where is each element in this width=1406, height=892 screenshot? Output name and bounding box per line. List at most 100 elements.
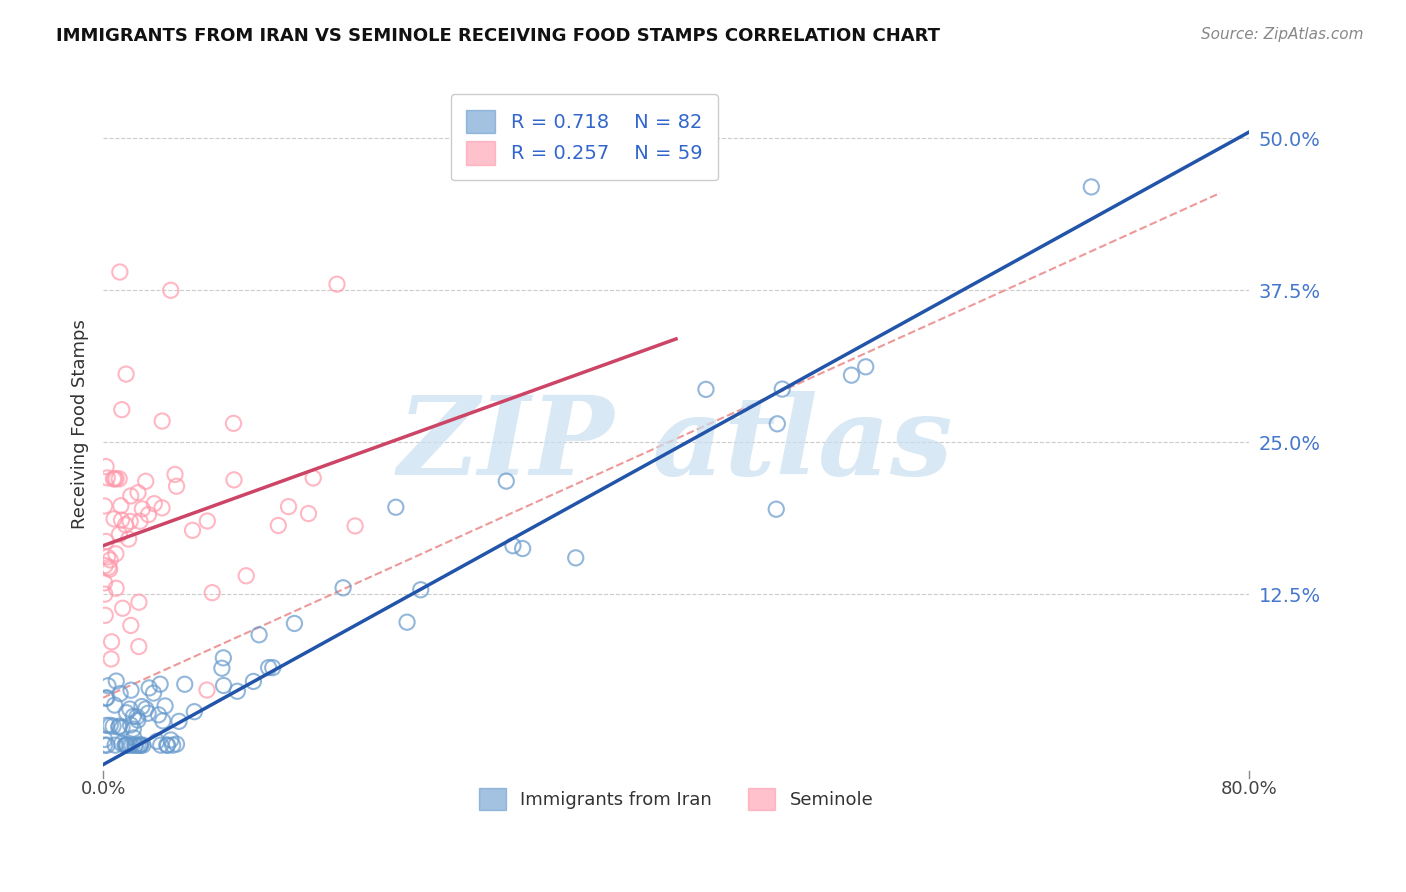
Point [94,459,117,474]
Point [153,698,176,713]
Point [344,519,367,533]
Point [495,474,517,488]
Point [108,265,131,279]
Point [120,718,142,732]
Point [115,738,138,752]
Point [211,661,233,675]
Text: Source: ZipAtlas.com: Source: ZipAtlas.com [1201,27,1364,42]
Point [107,720,129,734]
Point [111,737,134,751]
Point [132,738,155,752]
Point [117,532,139,546]
Point [114,738,136,752]
Point [94,587,117,601]
Point [120,514,142,528]
Text: ZIP atlas: ZIP atlas [398,391,953,499]
Point [131,699,153,714]
Point [108,472,131,486]
Point [247,628,270,642]
Point [766,417,789,431]
Point [127,713,149,727]
Point [97,679,120,693]
Point [104,698,127,712]
Point [262,661,284,675]
Point [94,534,117,549]
Point [138,508,160,522]
Point [212,651,235,665]
Point [166,737,188,751]
Point [94,691,117,706]
Point [129,738,152,752]
Point [277,500,299,514]
Point [156,738,179,752]
Point [564,550,586,565]
Point [104,547,127,561]
Point [181,524,204,538]
Point [146,734,169,748]
Point [93,575,115,590]
Point [283,616,305,631]
Point [167,714,190,729]
Point [235,569,257,583]
Point [143,497,166,511]
Point [138,681,160,695]
Point [93,732,115,747]
Point [150,414,173,428]
Point [222,417,245,431]
Point [125,710,148,724]
Point [94,608,117,623]
Point [195,514,218,528]
Point [124,738,146,752]
Point [122,722,145,736]
Point [152,714,174,728]
Point [115,367,138,381]
Point [120,489,142,503]
Point [173,677,195,691]
Point [93,499,115,513]
Point [326,277,349,292]
Point [765,502,787,516]
Point [129,514,152,528]
Point [98,553,121,567]
Point [127,485,149,500]
Point [93,738,115,752]
Point [98,718,121,732]
Point [166,479,188,493]
Point [96,471,118,485]
Point [108,527,131,541]
Point [502,539,524,553]
Point [120,618,142,632]
Point [94,558,117,573]
Point [385,500,408,515]
Point [841,368,863,383]
Y-axis label: Receiving Food Stamps: Receiving Food Stamps [72,319,89,529]
Point [242,674,264,689]
Point [100,652,122,666]
Point [115,738,138,752]
Point [96,718,118,732]
Point [512,541,534,556]
Point [297,507,319,521]
Point [129,738,152,752]
Point [111,601,134,615]
Point [104,738,127,752]
Point [98,562,121,576]
Point [136,706,159,721]
Point [163,467,186,482]
Point [124,738,146,752]
Point [118,738,141,752]
Point [114,517,136,532]
Point [108,719,131,733]
Point [104,472,127,486]
Point [105,581,128,595]
Point [122,709,145,723]
Point [110,499,132,513]
Point [101,719,124,733]
Point [118,702,141,716]
Point [159,283,181,297]
Point [121,738,143,752]
Point [142,686,165,700]
Point [129,738,152,752]
Point [162,738,184,752]
Point [97,560,120,574]
